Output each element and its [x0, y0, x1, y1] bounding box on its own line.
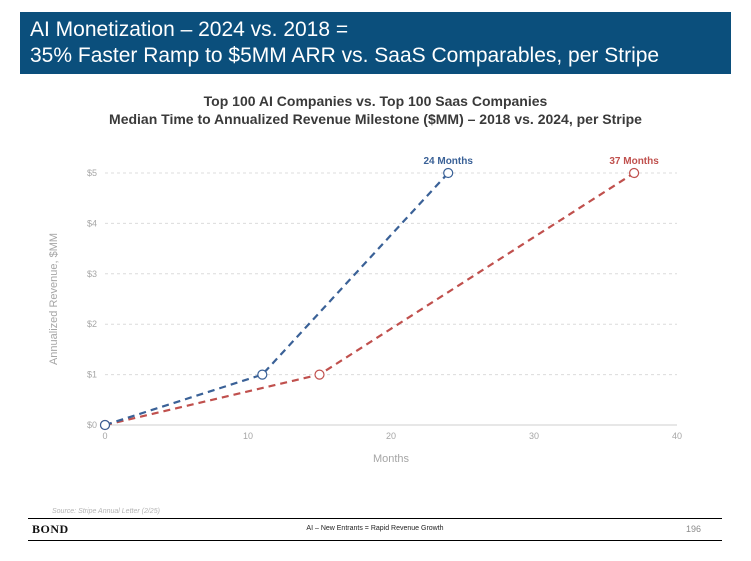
- series-end-label: 37 Months: [609, 156, 659, 167]
- series-end-label: 24 Months: [423, 156, 473, 167]
- y-tick-label: $5: [87, 168, 97, 178]
- y-tick-label: $3: [87, 269, 97, 279]
- slide-title-line-1: AI Monetization – 2024 vs. 2018 =: [30, 18, 349, 41]
- footer-bottom-rule: [28, 540, 722, 541]
- x-tick-label: 0: [102, 431, 107, 441]
- chart-title: Top 100 AI Companies vs. Top 100 Saas Co…: [203, 93, 548, 109]
- source-note: Source: Stripe Annual Letter (2/25): [52, 508, 160, 515]
- page-number: 196: [685, 524, 701, 534]
- slide-title-banner: AI Monetization – 2024 vs. 2018 = 35% Fa…: [20, 12, 731, 74]
- x-tick-label: 10: [243, 431, 253, 441]
- slide-title-line-2: 35% Faster Ramp to $5MM ARR vs. SaaS Com…: [30, 44, 660, 67]
- footer-top-rule: [28, 518, 722, 519]
- x-tick-label: 40: [672, 431, 682, 441]
- x-tick-label: 20: [386, 431, 396, 441]
- series-line: [104, 172, 450, 427]
- series-line: [104, 172, 635, 427]
- footer-caption: AI – New Entrants = Rapid Revenue Growth: [306, 525, 444, 532]
- data-point: [99, 419, 111, 431]
- y-axis-title: Annualized Revenue, $MM: [48, 233, 60, 365]
- y-tick-label: $0: [87, 420, 97, 430]
- data-point: [314, 369, 325, 380]
- chart-subtitle: Median Time to Annualized Revenue Milest…: [109, 111, 642, 127]
- y-tick-label: $2: [87, 319, 97, 329]
- y-tick-label: $4: [87, 218, 97, 228]
- x-tick-label: 30: [529, 431, 539, 441]
- y-tick-label: $1: [87, 370, 97, 380]
- data-point: [257, 369, 268, 380]
- data-point: [628, 167, 640, 179]
- x-axis-title: Months: [373, 453, 410, 465]
- brand-logo: BOND: [32, 522, 69, 536]
- data-point: [443, 167, 454, 179]
